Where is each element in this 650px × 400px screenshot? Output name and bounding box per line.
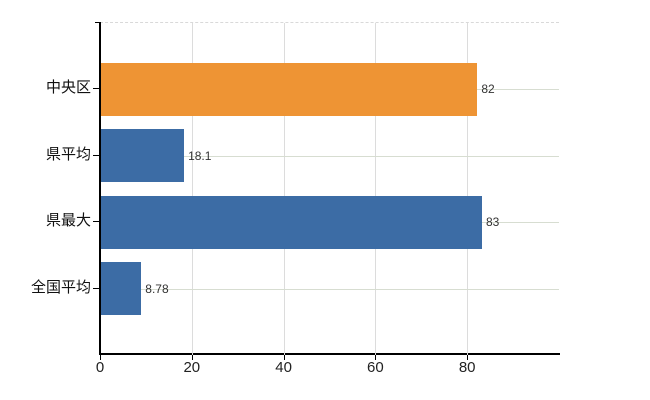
x-axis-tick — [100, 355, 101, 360]
category-label: 県平均 — [45, 145, 91, 163]
bar-2 — [101, 129, 185, 183]
x-axis-tick — [283, 355, 285, 360]
y-axis-top-tick — [95, 22, 100, 23]
bar-value-label: 8.78 — [145, 281, 169, 296]
category-gridline — [101, 288, 559, 290]
x-axis-tick — [375, 355, 377, 360]
bar-value-label: 82 — [481, 82, 495, 97]
vertical-gridline — [375, 23, 377, 355]
category-gridline — [101, 155, 559, 157]
y-axis-line — [99, 22, 101, 355]
y-axis-tick — [93, 287, 100, 289]
x-axis-tick-label: 60 — [367, 359, 384, 376]
vertical-gridline — [283, 23, 285, 355]
y-axis-tick — [93, 88, 100, 90]
vertical-gridline — [467, 23, 469, 355]
x-axis-tick-label: 40 — [275, 359, 292, 376]
x-axis-tick-label: 20 — [183, 359, 201, 376]
y-axis-tick — [93, 221, 100, 223]
x-axis-tick — [467, 355, 469, 360]
y-axis-tick — [93, 154, 100, 156]
vertical-gridline — [191, 23, 193, 355]
bar-4 — [101, 262, 142, 316]
x-axis-tick — [191, 355, 193, 360]
category-label: 県最大 — [45, 212, 91, 230]
x-axis-line — [99, 353, 560, 355]
bar-1 — [101, 62, 478, 116]
category-label: 全国平均 — [30, 278, 91, 296]
bar-3 — [101, 195, 482, 249]
category-label: 中央区 — [45, 79, 91, 97]
bar-value-label: 83 — [485, 215, 500, 230]
x-axis-tick-label: 0 — [95, 359, 105, 376]
bar-value-label: 18.1 — [188, 148, 212, 163]
x-axis-tick-label: 80 — [458, 359, 476, 376]
plot-area: 82 18.1 83 8.78 — [100, 22, 559, 355]
